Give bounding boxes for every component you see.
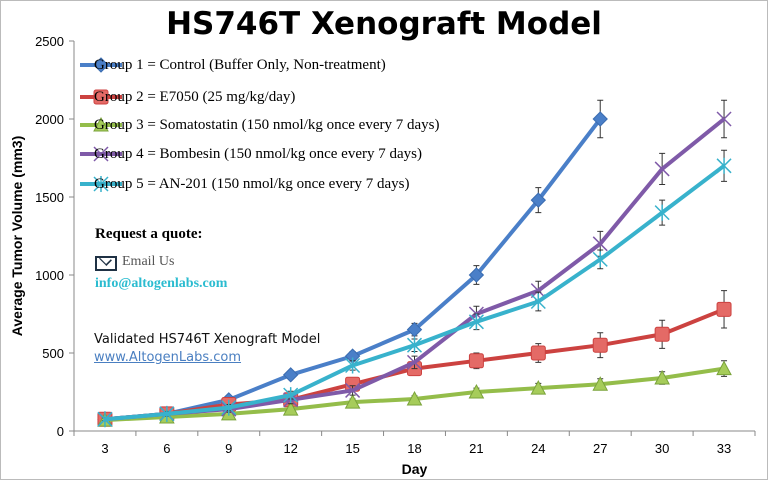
data-point: [716, 111, 732, 127]
x-tick-label: 21: [469, 441, 483, 456]
x-axis-label: Day: [402, 461, 428, 477]
data-point: [406, 390, 423, 406]
data-point: [592, 111, 608, 127]
x-tick-label: 12: [283, 441, 297, 456]
data-point: [406, 337, 423, 354]
data-point: [592, 376, 609, 391]
y-tick-label: 500: [42, 346, 64, 361]
legend-label-group-5: Group 5 = AN-201 (150 nmol/kg once every…: [94, 176, 410, 192]
data-point: [345, 382, 361, 398]
data-point: [716, 157, 732, 174]
legend-marker: [93, 116, 109, 132]
data-point: [468, 383, 485, 399]
data-point: [159, 405, 175, 422]
data-point: [468, 313, 484, 330]
legend-marker: [93, 57, 109, 73]
data-point: [283, 387, 299, 404]
data-point: [530, 283, 546, 299]
data-point: [530, 293, 546, 310]
y-tick-label: 0: [57, 424, 64, 439]
legend-label-group-1: Group 1 = Control (Buffer Only, Non-trea…: [94, 57, 386, 73]
legend-label-group-3: Group 3 = Somatostatin (150 nmol/kg once…: [94, 117, 440, 133]
legend-marker: [93, 89, 109, 105]
x-tick-label: 30: [655, 441, 669, 456]
series-group-5: [97, 149, 732, 428]
x-tick-label: 24: [531, 441, 545, 456]
x-tick-label: 27: [593, 441, 607, 456]
y-tick-label: 1000: [35, 268, 64, 283]
legend-label-group-4: Group 4 = Bombesin (150 nmol/kg once eve…: [94, 146, 422, 162]
y-tick-label: 2000: [35, 112, 64, 127]
data-point: [654, 204, 670, 221]
data-point: [282, 367, 299, 383]
legend-marker: [93, 176, 109, 192]
y-tick-label: 2500: [35, 34, 64, 49]
website-link[interactable]: www.AltogenLabs.com: [94, 350, 242, 365]
legend-marker: [93, 146, 109, 162]
email-us-link[interactable]: Email Us: [122, 254, 175, 269]
data-point: [97, 411, 113, 428]
data-point: [406, 321, 423, 338]
legend-label-group-2: Group 2 = E7050 (25 mg/kg/day): [94, 89, 296, 105]
data-point: [406, 354, 423, 370]
data-point: [468, 267, 485, 283]
x-tick-label: 6: [163, 441, 170, 456]
data-point: [282, 401, 299, 416]
x-tick-label: 9: [225, 441, 232, 456]
y-tick-label: 1500: [35, 190, 64, 205]
data-point: [716, 301, 732, 317]
data-point: [221, 399, 237, 416]
x-tick-label: 15: [345, 441, 359, 456]
data-point: [530, 380, 547, 395]
data-point: [530, 345, 546, 361]
request-quote-heading: Request a quote:: [95, 226, 203, 242]
data-point: [345, 357, 361, 374]
y-axis-label: Average Tumor Volume (mm3): [9, 136, 25, 336]
data-point: [654, 326, 670, 342]
data-point: [592, 337, 608, 353]
data-point: [468, 353, 484, 369]
data-point: [592, 251, 608, 268]
x-tick-label: 3: [101, 441, 108, 456]
x-tick-label: 18: [407, 441, 421, 456]
validated-model-text: Validated HS746T Xenograft Model: [94, 332, 321, 347]
data-point: [654, 161, 670, 177]
series-line: [104, 117, 602, 422]
data-point: [716, 360, 732, 376]
data-point: [344, 394, 361, 409]
mail-icon[interactable]: [95, 256, 117, 271]
data-point: [530, 192, 547, 208]
data-point: [654, 369, 670, 385]
data-point: [592, 236, 608, 252]
email-address-link[interactable]: info@altogenlabs.com: [95, 276, 228, 291]
x-tick-label: 33: [717, 441, 731, 456]
chart-title: HS746T Xenograft Model: [166, 6, 602, 42]
